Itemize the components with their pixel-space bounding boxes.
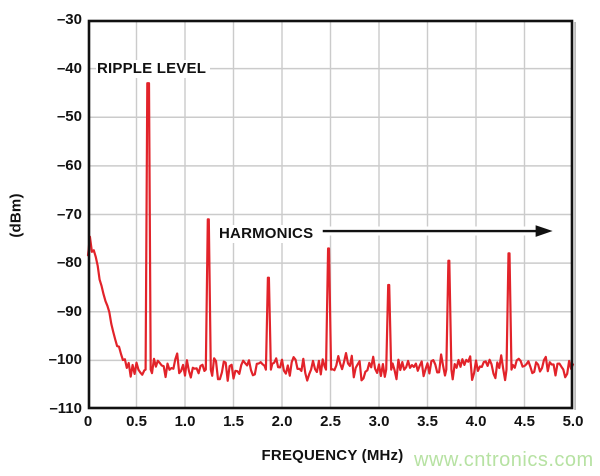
x-tick-label: 3.0 xyxy=(368,413,390,430)
x-tick-label: 2.5 xyxy=(320,413,341,430)
x-tick-label: 4.0 xyxy=(465,413,487,430)
harmonics-annotation: HARMONICS xyxy=(218,225,319,243)
x-tick-label: 1.5 xyxy=(223,413,244,430)
x-tick-label: 3.5 xyxy=(417,413,438,430)
x-tick-label: 2.0 xyxy=(271,413,293,430)
y-tick-label: –70 xyxy=(56,205,82,223)
y-tick-label: –30 xyxy=(56,11,82,28)
x-axis-title: FREQUENCY (MHz) xyxy=(261,447,404,464)
y-tick-label: –100 xyxy=(48,351,82,369)
y-tick-label: –40 xyxy=(56,59,82,77)
y-tick-label: –50 xyxy=(56,108,82,126)
x-tick-label: 0.5 xyxy=(126,413,147,430)
x-tick-label: 4.5 xyxy=(514,413,535,430)
ripple-level-annotation: RIPPLE LEVEL xyxy=(96,60,211,78)
y-axis-title: (dBm) xyxy=(7,193,25,238)
x-tick-label: 5.0 xyxy=(562,413,584,430)
y-tick-label: –90 xyxy=(56,302,82,320)
watermark-text: www.cntronics.com xyxy=(414,449,594,471)
y-tick-label: –110 xyxy=(49,400,82,417)
y-tick-label: –60 xyxy=(56,156,82,174)
x-tick-label: 1.0 xyxy=(174,413,196,430)
harmonics-arrow-icon xyxy=(535,225,553,237)
y-tick-label: –80 xyxy=(56,254,82,272)
x-tick-label: 0 xyxy=(83,413,93,430)
